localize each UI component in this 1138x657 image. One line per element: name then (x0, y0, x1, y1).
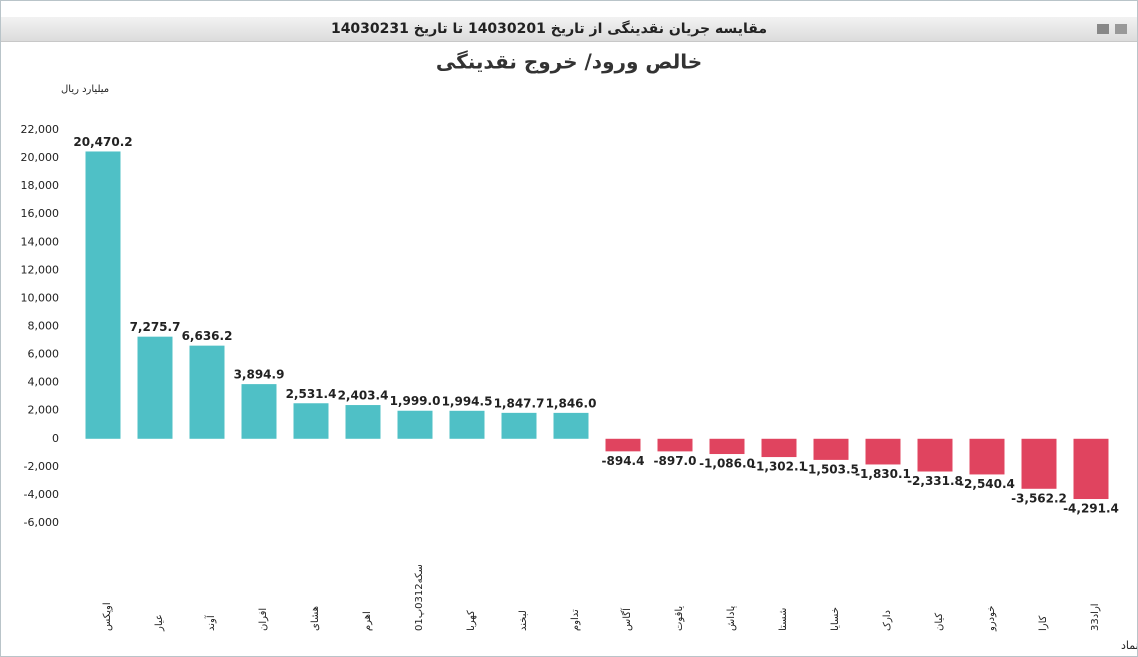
bar (917, 438, 953, 472)
bar (709, 438, 745, 455)
bar (85, 151, 121, 439)
value-label: 1,847.7 (494, 396, 545, 410)
bar (397, 410, 433, 439)
y-tick-label: 20,000 (21, 151, 60, 164)
bar (449, 410, 485, 439)
x-axis-label: نماد (1121, 639, 1137, 652)
value-label: -1,830.1 (855, 467, 911, 481)
bar (501, 412, 537, 439)
y-tick-label: -4,000 (24, 488, 59, 501)
x-tick-label: اهرم (362, 611, 373, 631)
value-label: -1,503.5 (803, 462, 859, 476)
y-tick-label: 18,000 (21, 179, 60, 192)
value-label: -4,291.4 (1063, 502, 1119, 516)
bar (865, 438, 901, 465)
x-tick-label: عیار (154, 614, 165, 632)
bar (345, 405, 381, 439)
bar (241, 384, 277, 439)
bar (657, 438, 693, 452)
x-tick-label: هشای (310, 606, 321, 631)
value-label: 2,531.4 (286, 387, 337, 401)
value-label: 1,846.0 (546, 396, 597, 410)
x-tick-label: کیان (934, 613, 945, 631)
value-label: 1,994.5 (442, 394, 493, 408)
y-tick-label: 6,000 (28, 348, 60, 361)
y-axis-label: میلیارد ریال (61, 84, 109, 95)
x-tick-label: دارک (882, 610, 893, 631)
bar (137, 336, 173, 439)
bar (1073, 438, 1109, 500)
value-label: 1,999.0 (390, 394, 441, 408)
print-icon[interactable] (1097, 24, 1109, 34)
x-tick-label: لبخند (518, 610, 529, 631)
value-label: 7,275.7 (130, 320, 181, 334)
window-title: مقایسه جریان نقدینگی از تاریخ 14030201 ت… (330, 21, 767, 37)
value-label: -1,302.1 (751, 460, 807, 474)
x-tick-label: اوپکس (102, 602, 113, 631)
value-label: 3,894.9 (234, 368, 285, 382)
title-bar: مقایسه جریان نقدینگی از تاریخ 14030201 ت… (1, 17, 1137, 42)
y-tick-label: 2,000 (28, 404, 60, 417)
x-tick-label: یاقوت (674, 606, 685, 631)
y-tick-label: -6,000 (24, 516, 59, 529)
value-label: -1,086.0 (699, 457, 755, 471)
value-label: -3,562.2 (1011, 491, 1067, 505)
y-tick-label: 0 (52, 432, 59, 445)
value-label: 6,636.2 (182, 329, 233, 343)
bar (761, 438, 797, 458)
window-icons[interactable] (1093, 19, 1133, 39)
bar (1021, 438, 1057, 489)
bar (293, 403, 329, 439)
x-tick-label: اراد33 (1090, 603, 1101, 631)
bar (189, 345, 225, 439)
x-tick-label: شستا (778, 608, 789, 631)
x-tick-label: کارا (1038, 615, 1049, 631)
bar (553, 412, 589, 439)
chart-title: خالص ورود/ خروج نقدینگی (436, 50, 702, 74)
value-label: 2,403.4 (338, 389, 389, 403)
x-tick-label: افران (258, 608, 269, 631)
y-tick-label: 8,000 (28, 320, 60, 333)
value-label: -2,540.4 (959, 477, 1015, 491)
y-tick-label: -2,000 (24, 460, 59, 473)
value-label: -894.4 (602, 454, 645, 468)
value-label: 20,470.2 (73, 135, 132, 149)
value-label: -897.0 (654, 454, 697, 468)
y-tick-label: 10,000 (21, 291, 60, 304)
bar (605, 438, 641, 452)
x-tick-label: پاداش (726, 606, 737, 631)
x-tick-label: تداوم (570, 609, 581, 631)
x-tick-label: کهربا (466, 610, 477, 631)
y-tick-label: 14,000 (21, 235, 60, 248)
y-tick-label: 4,000 (28, 376, 60, 389)
bar (813, 438, 849, 460)
y-tick-label: 22,000 (21, 123, 60, 136)
y-tick-label: 16,000 (21, 207, 60, 220)
value-label: -2,331.8 (907, 474, 963, 488)
x-tick-label: سکه0312پ01 (414, 564, 425, 631)
y-tick-label: 12,000 (21, 263, 60, 276)
x-tick-label: آگاس (620, 607, 633, 631)
export-icon[interactable] (1115, 24, 1127, 34)
bar (969, 438, 1005, 475)
x-tick-label: خودرو (986, 606, 997, 632)
x-tick-label: خسایا (830, 607, 841, 631)
x-tick-label: آوند (204, 614, 217, 631)
